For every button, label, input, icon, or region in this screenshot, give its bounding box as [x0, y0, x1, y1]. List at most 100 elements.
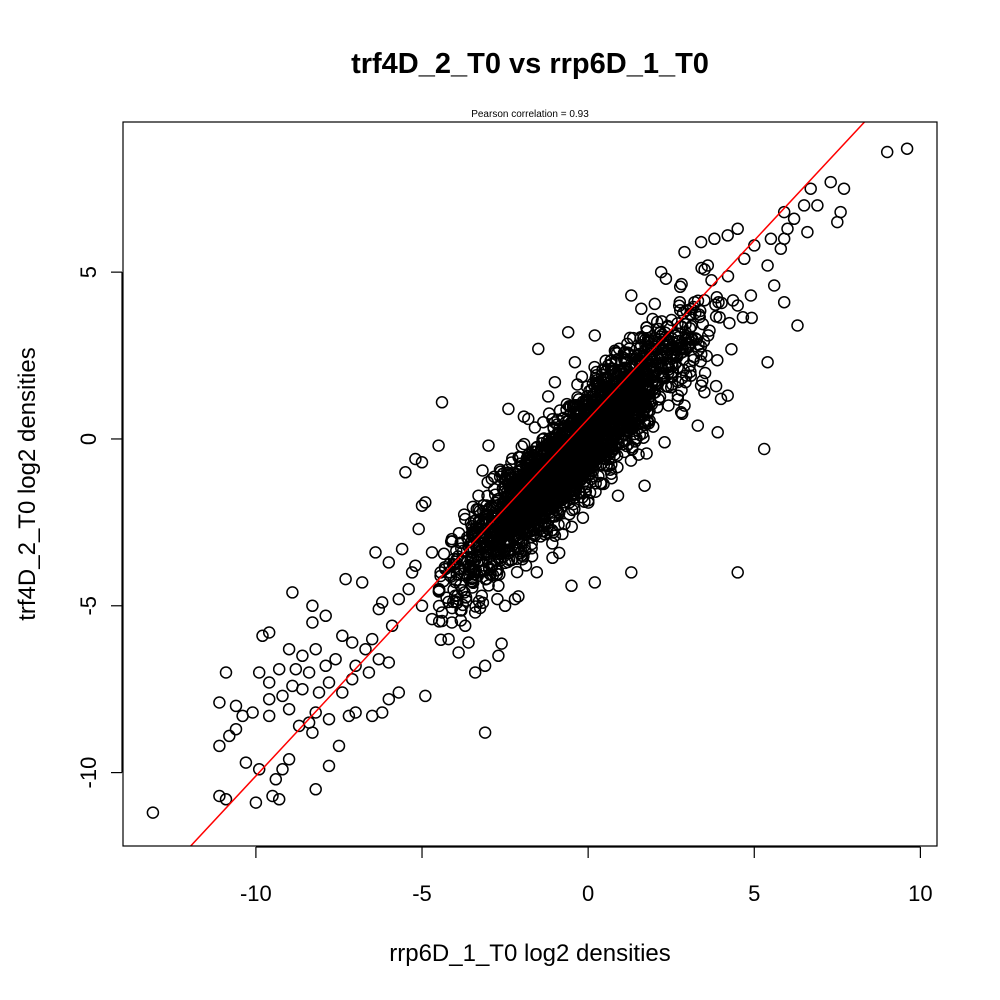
data-point	[336, 686, 349, 699]
data-point	[612, 342, 626, 356]
data-point	[520, 468, 533, 481]
data-point	[761, 355, 774, 369]
data-point	[282, 642, 296, 656]
data-point	[312, 686, 326, 699]
data-point	[688, 295, 701, 309]
data-point	[432, 439, 445, 452]
data-point	[269, 773, 283, 786]
data-point	[502, 402, 515, 416]
data-point	[517, 437, 531, 451]
data-point	[262, 676, 276, 689]
data-point	[369, 546, 382, 559]
x-axis: -10 -5 0 5 10	[240, 846, 933, 906]
data-point	[296, 649, 309, 663]
data-point	[623, 342, 636, 355]
data-point	[476, 464, 489, 477]
data-point	[638, 479, 651, 492]
data-point	[319, 609, 332, 623]
data-point	[709, 379, 723, 393]
data-point	[676, 307, 690, 320]
data-point	[262, 709, 276, 723]
data-point	[501, 468, 515, 481]
data-point	[487, 526, 501, 540]
data-point	[672, 327, 685, 340]
data-point	[451, 550, 465, 563]
data-point	[684, 365, 697, 379]
data-point	[339, 572, 352, 586]
data-point	[659, 272, 673, 285]
data-point	[553, 404, 567, 417]
data-point	[900, 142, 914, 155]
data-point	[289, 662, 303, 676]
data-point	[276, 763, 289, 776]
data-point	[670, 335, 683, 349]
data-point	[701, 329, 715, 342]
data-point	[375, 706, 389, 719]
data-point	[824, 175, 837, 189]
data-point	[495, 637, 508, 650]
y-tick-label: -5	[76, 596, 101, 616]
data-point	[435, 606, 449, 619]
data-point	[655, 315, 669, 328]
data-point	[713, 311, 726, 324]
data-point	[745, 311, 758, 325]
data-point	[721, 389, 734, 402]
data-point	[561, 325, 575, 339]
data-point	[691, 419, 705, 432]
data-point	[625, 289, 638, 302]
data-point	[322, 712, 336, 726]
data-point	[409, 559, 422, 572]
data-point	[482, 579, 495, 592]
data-point	[252, 666, 266, 679]
data-point	[791, 319, 804, 332]
data-point	[757, 442, 771, 456]
data-point	[485, 516, 498, 530]
data-point	[494, 517, 507, 530]
data-point	[811, 199, 824, 212]
data-point	[680, 304, 693, 317]
data-point	[837, 182, 851, 195]
data-point	[146, 806, 160, 819]
data-point	[252, 763, 266, 776]
data-point	[628, 427, 641, 441]
data-point	[282, 702, 296, 716]
data-point	[731, 566, 744, 579]
data-point	[530, 565, 544, 579]
data-point	[345, 636, 359, 649]
data-point	[671, 393, 685, 406]
data-point	[457, 508, 471, 521]
data-point	[589, 372, 602, 385]
data-point	[588, 576, 602, 589]
data-point	[665, 365, 679, 379]
data-point	[272, 793, 286, 806]
data-point	[711, 426, 724, 439]
data-point	[239, 756, 253, 769]
data-point	[777, 295, 791, 309]
data-point	[694, 235, 708, 249]
data-point	[673, 280, 687, 294]
data-point	[434, 633, 448, 647]
data-point	[472, 489, 485, 502]
data-point	[600, 428, 613, 442]
data-point	[661, 346, 675, 360]
data-point	[306, 599, 319, 613]
data-point	[455, 604, 468, 617]
data-point	[797, 199, 811, 212]
data-point	[489, 499, 502, 513]
data-point	[435, 396, 449, 409]
data-point	[508, 592, 522, 606]
data-point	[517, 410, 531, 423]
data-point	[687, 300, 700, 314]
data-point	[684, 369, 698, 383]
data-point	[669, 343, 683, 356]
data-point	[698, 263, 711, 276]
data-point	[619, 400, 633, 413]
data-point	[644, 347, 658, 361]
data-point	[580, 380, 594, 393]
data-point	[444, 535, 458, 548]
data-point	[415, 599, 429, 613]
data-point	[564, 428, 577, 441]
data-point	[478, 726, 492, 739]
data-point	[658, 436, 671, 449]
data-point	[674, 406, 688, 419]
